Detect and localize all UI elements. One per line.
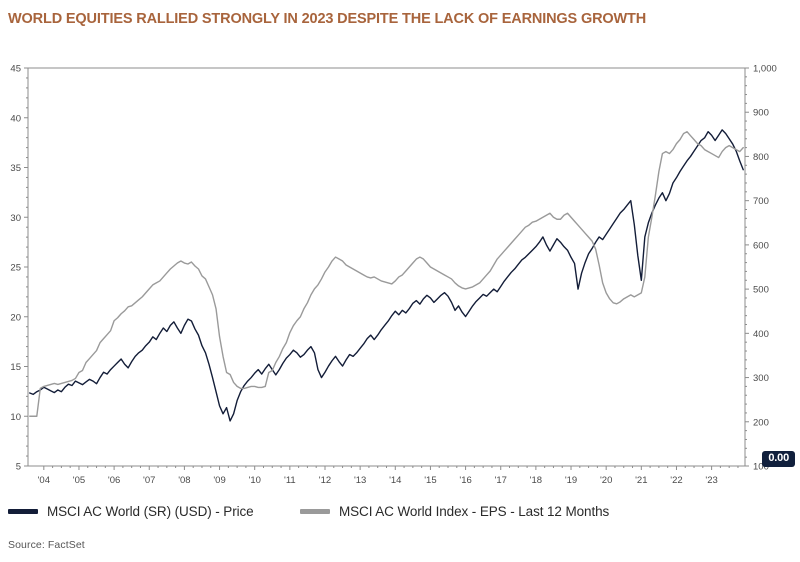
status-badge: 0.00 [762, 451, 795, 467]
left-axis-tick-label: 5 [16, 462, 21, 473]
page-title: WORLD EQUITIES RALLIED STRONGLY IN 2023 … [8, 11, 647, 27]
x-axis-tick-label: '14 [389, 475, 401, 485]
legend-item-price[interactable]: MSCI AC World (SR) (USD) - Price [8, 500, 254, 522]
left-axis-tick-label: 45 [10, 64, 21, 75]
left-axis-tick-label: 25 [10, 263, 21, 274]
right-axis-tick-label: 500 [753, 285, 769, 296]
legend-swatch-eps [300, 508, 330, 514]
right-axis-tick-label: 100 [753, 462, 769, 473]
source-note: Source: FactSet [8, 539, 85, 551]
left-axis-tick-label: 35 [10, 163, 21, 174]
chart-plot-area: 5 10 15 20 25 30 35 40 45 100 200 300 400 500 600 700 80… [0, 55, 800, 486]
chart-legend: MSCI AC World (SR) (USD) - Price MSCI AC… [0, 500, 800, 530]
left-axis-tick-label: 10 [10, 412, 21, 423]
left-axis-tick-label: 20 [10, 312, 21, 323]
line-chart-svg: 5 10 15 20 25 30 35 40 45 100 200 300 400 500 600 700 80… [10, 64, 776, 486]
legend-swatch-price [8, 508, 38, 514]
legend-label-eps: MSCI AC World Index - EPS - Last 12 Mont… [339, 503, 610, 519]
series-line-eps [29, 130, 744, 417]
right-axis-tick-label: 300 [753, 373, 769, 384]
right-axis-tick-label: 200 [753, 417, 769, 428]
left-axis-tick-label: 30 [10, 213, 21, 224]
x-axis-tick-label: '23 [705, 475, 717, 485]
x-axis-tick-label: '18 [530, 475, 542, 485]
x-axis-tick-label: '10 [249, 475, 261, 485]
left-axis-tick-label: 15 [10, 362, 21, 373]
x-axis-tick-label: '16 [459, 475, 471, 485]
right-axis-tick-label: 600 [753, 240, 769, 251]
series-layer [29, 129, 744, 422]
x-axis-tick-label: '20 [600, 475, 612, 485]
legend-item-eps[interactable]: MSCI AC World Index - EPS - Last 12 Mont… [300, 500, 609, 522]
x-axis-tick-label: '05 [73, 475, 85, 485]
x-axis-tick-label: '11 [284, 475, 296, 485]
left-axis-tick-label: 40 [10, 113, 21, 124]
x-axis-tick-label: '09 [213, 475, 225, 485]
x-axis-tick-label: '15 [424, 475, 436, 485]
x-axis-tick-label: '07 [143, 475, 155, 485]
x-axis-tick-label: '06 [108, 475, 120, 485]
right-axis-tick-label: 800 [753, 152, 769, 163]
x-axis-tick-label: '08 [178, 475, 190, 485]
x-axis-tick-label: '13 [354, 475, 366, 485]
x-axis-tick-label: '04 [38, 475, 50, 485]
x-axis-tick-label: '22 [670, 475, 682, 485]
x-axis-tick-label: '17 [495, 475, 507, 485]
x-axis-tick-label: '12 [319, 475, 331, 485]
axis-layer: 5 10 15 20 25 30 35 40 45 100 200 300 400 500 600 700 80… [10, 64, 776, 486]
series-line-price [29, 129, 744, 422]
legend-label-price: MSCI AC World (SR) (USD) - Price [47, 503, 254, 519]
right-axis-tick-label: 700 [753, 196, 769, 207]
right-axis-tick-label: 400 [753, 329, 769, 340]
x-axis-tick-label: '21 [635, 475, 647, 485]
x-axis-tick-label: '19 [565, 475, 577, 485]
right-axis-tick-label: 1,000 [753, 64, 777, 75]
right-axis-tick-label: 900 [753, 108, 769, 119]
